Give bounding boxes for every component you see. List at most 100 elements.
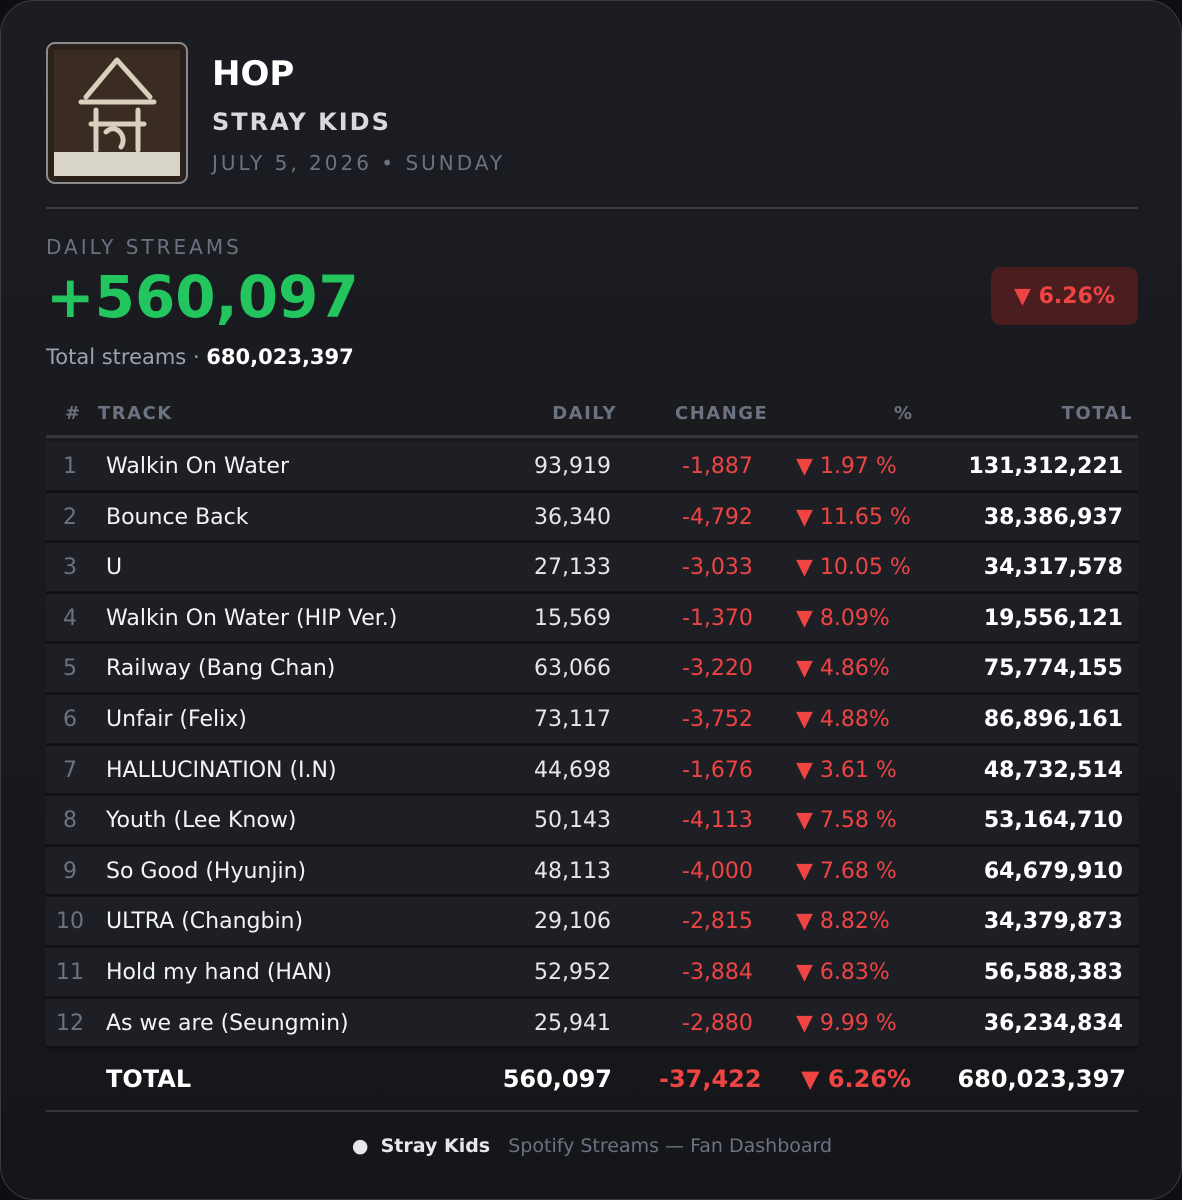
percent: ▼ 4.88% [796,707,890,732]
change-text: -1,887 [682,454,753,479]
daily-text: 52,952 [534,960,611,985]
track-name-text: Hold my hand (HAN) [106,960,333,985]
total-change-text: -37,422 [659,1065,762,1094]
track-name-text: Walkin On Water (HIP Ver.) [106,605,398,631]
daily-value: +560,097 [46,263,359,331]
change-text: -4,000 [682,858,753,884]
total-daily-text: 560,097 [502,1065,612,1094]
footer: ● Stray Kids Spotify Streams — Fan Dashb… [351,1135,833,1157]
total-percent: ▼ 6.26% [801,1065,912,1094]
total-percent-text: 6.26% [827,1065,912,1094]
row-separator [46,692,1138,695]
rank-text: 1 [63,454,77,479]
track-name-text: Unfair (Felix) [106,707,247,732]
total-label-text: TOTAL [106,1065,192,1094]
table-row [46,644,1138,692]
table-row [46,745,1138,794]
track-name-text: Railway (Bang Chan) [106,656,336,682]
rank-text: 6 [63,707,77,732]
total-text: 34,379,873 [983,909,1123,935]
table-row [46,442,1138,490]
divider [46,207,1138,209]
total-total-text: 680,023,397 [957,1065,1126,1094]
rank-text: 10 [56,909,84,935]
row-separator [46,641,1138,645]
row-separator [46,843,1138,847]
percent: ▼ 7.58 % [796,808,897,834]
column-header-text: TOTAL [1061,403,1133,424]
total-text: 36,234,834 [983,1010,1123,1036]
percent: ▼ 6.83% [796,960,890,985]
row-separator [46,489,1138,493]
total-text: 75,774,155 [983,656,1123,682]
change-badge: ▼ 6.26% [991,267,1138,325]
percent-text: 7.58 % [819,808,897,834]
daily-text: 29,106 [534,909,611,935]
track-name-text: Bounce Back [106,504,249,530]
row-separator [46,1046,1138,1050]
change-text: -2,880 [682,1010,753,1036]
total-text: 56,588,383 [983,960,1123,985]
percent: ▼ 8.09% [796,605,890,631]
daily-text: 50,143 [534,808,611,834]
track-name-text: HALLUCINATION (I.N) [106,757,337,783]
table-row [46,695,1138,743]
column-header-text: CHANGE [675,403,769,424]
percent: ▼ 9.99 % [796,1010,897,1036]
track-name-text: Walkin On Water [106,454,290,479]
daily-label: DAILY STREAMS [46,235,242,259]
track-name-text: ULTRA (Changbin) [106,909,304,935]
track-name-text: So Good (Hyunjin) [106,858,307,884]
daily-text: 25,941 [534,1010,611,1036]
percent-text: 11.65 % [819,504,911,530]
artist: STRAY KIDS [212,108,391,136]
total-text: 38,386,937 [983,504,1123,530]
column-header-text: TRACK [98,403,173,424]
total-text: 131,312,221 [968,454,1123,479]
total-text: 48,732,514 [983,757,1123,783]
column-header-text: DAILY [552,403,617,424]
album-art [46,42,188,184]
table-row [46,948,1138,996]
total-text: 53,164,710 [983,808,1123,834]
column-header-text: % [894,403,914,424]
rank-text: 9 [63,858,77,884]
daily-text: 44,698 [534,757,611,783]
rank-text: 8 [63,808,77,834]
daily-text: 15,569 [534,605,611,631]
change-text: -3,884 [682,960,753,985]
percent-text: 8.82% [819,909,890,935]
rank-text: 11 [56,960,84,985]
title: HOP [212,54,295,94]
track-name-text: As we are (Seungmin) [106,1010,349,1036]
percent: ▼ 10.05 % [796,555,911,581]
daily-text: 36,340 [534,504,611,530]
row-separator [46,540,1138,544]
percent-text: 4.88% [819,707,890,732]
total-streams: Total streams · 680,023,397 [46,345,354,369]
total-label: Total streams [46,345,187,369]
rank-text: 3 [63,555,77,581]
change-badge-value: 6.26% [1038,283,1115,309]
percent-text: 4.86% [819,656,890,682]
row-separator [46,742,1138,746]
percent-text: 8.09% [819,605,890,631]
rank-text: 12 [56,1010,84,1036]
rank-text: 5 [63,656,77,682]
header-rule [46,435,1138,438]
percent-text: 7.68 % [819,858,897,884]
daily-text: 63,066 [534,656,611,682]
percent: ▼ 7.68 % [796,858,897,884]
percent: ▼ 11.65 % [796,504,911,530]
daily-text: 48,113 [534,858,611,884]
change-text: -4,792 [682,504,753,530]
table-row [46,492,1138,541]
column-header-text: # [65,403,82,424]
total-text: 19,556,121 [983,605,1123,631]
track-name-text: Youth (Lee Know) [106,808,297,834]
rank-text: 7 [63,757,77,783]
change-text: -2,815 [682,909,753,935]
daily-text: 73,117 [534,707,611,732]
rank-text: 4 [63,605,77,631]
rank-text: 2 [63,504,77,530]
